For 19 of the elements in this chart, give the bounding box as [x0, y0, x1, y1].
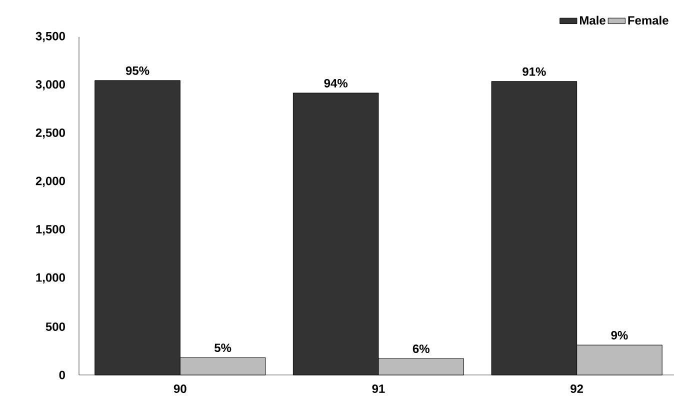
annotation: 9% — [611, 331, 628, 340]
y-tick-label: 500 — [46, 322, 65, 331]
x-tick-label: 92 — [570, 384, 584, 394]
y-tick-label: 3,500 — [36, 32, 65, 42]
y-tick-label: 1,000 — [36, 273, 65, 284]
y-tick-label: 3,000 — [36, 80, 65, 90]
annotation: 5% — [214, 344, 232, 352]
legend-label: Female — [628, 16, 668, 25]
y-tick-label: 1,500 — [36, 225, 65, 236]
annotation: 91% — [522, 67, 546, 76]
x-tick-label: 90 — [174, 384, 186, 394]
y-tick-label: 2,500 — [36, 128, 65, 139]
x-tick-label: 91 — [372, 384, 385, 394]
annotation: 95% — [126, 66, 150, 75]
y-tick-label: 2,000 — [36, 176, 65, 187]
annotation: 6% — [412, 344, 430, 354]
legend-label: Male — [580, 16, 606, 25]
annotation: 94% — [324, 78, 348, 88]
y-tick-label: 0 — [59, 370, 65, 380]
